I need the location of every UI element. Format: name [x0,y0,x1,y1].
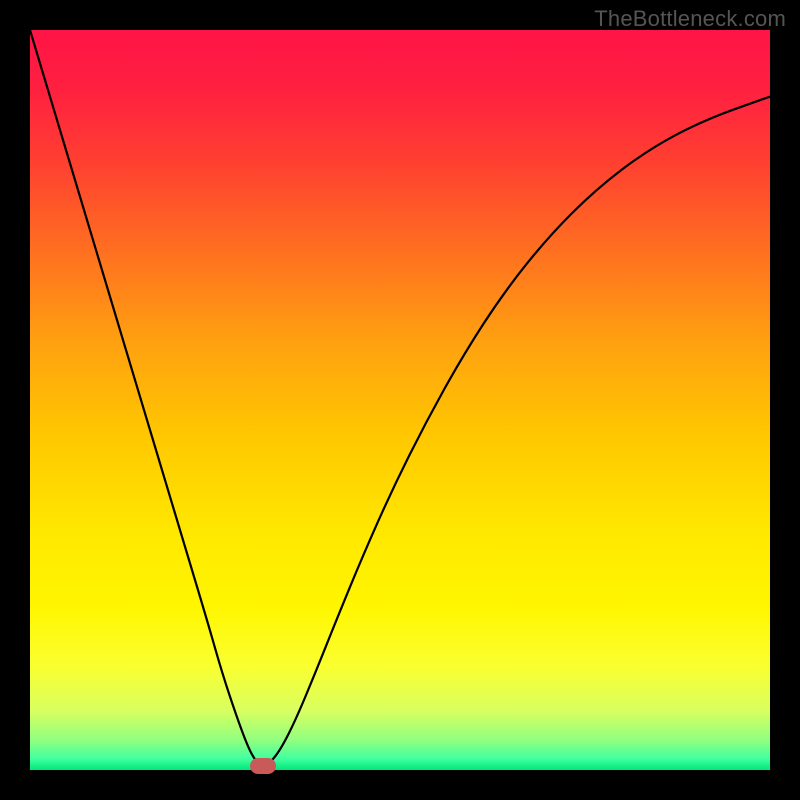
minimum-marker [250,758,276,774]
bottleneck-curve [30,30,770,765]
plot-area [30,30,770,770]
watermark-text: TheBottleneck.com [594,6,786,32]
curve-layer [30,30,770,770]
